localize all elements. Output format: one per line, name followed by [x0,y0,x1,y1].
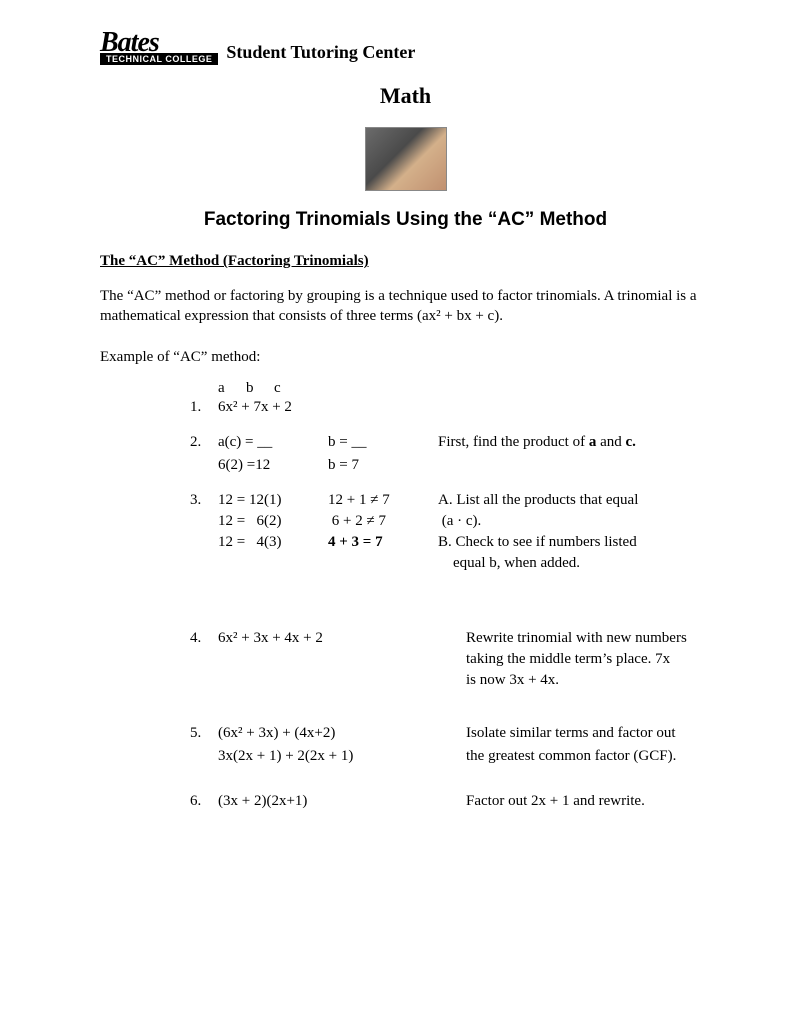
bates-logo: Bates TECHNICAL COLLEGE [100,30,218,65]
calculator-image [365,127,447,191]
example-label: Example of “AC” method: [100,349,711,366]
step-4-expr: 6x² + 3x + 4x + 2 [218,630,466,693]
header-title: Student Tutoring Center [226,42,415,63]
step-3-r3b: 4 + 3 = 7 [328,534,438,551]
step-6-num: 6. [190,793,218,810]
step-2-ac: a(c) = __ [218,434,328,451]
step-3-r2a: 12 = 6(2) [218,513,328,530]
math-title: Math [100,83,711,109]
step-3-r1a: 12 = 12(1) [218,492,328,509]
step-2-expl: First, find the product of a and c. [438,434,711,451]
label-c: c [274,380,302,397]
label-b: b [246,380,274,397]
logo-bottom-text: TECHNICAL COLLEGE [100,53,218,65]
step-3-r3a: 12 = 4(3) [218,534,328,551]
step-5: 5. (6x² + 3x) + (4x+2) Isolate similar t… [100,725,711,765]
step-5-r1a: (6x² + 3x) + (4x+2) [218,725,466,742]
intro-paragraph: The “AC” method or factoring by grouping… [100,286,711,327]
step-3: 3. 12 = 12(1) 12 + 1 ≠ 7 A. List all the… [100,492,711,572]
step-5-r2e: the greatest common factor (GCF). [466,748,711,765]
main-title: Factoring Trinomials Using the “AC” Meth… [100,209,711,231]
step-1: 1. 6x² + 7x + 2 [100,399,711,416]
step-2-ac-val: 6(2) =12 [218,457,328,474]
step-5-r1e: Isolate similar terms and factor out [466,725,711,742]
label-a: a [218,380,246,397]
page-header: Bates TECHNICAL COLLEGE Student Tutoring… [100,30,711,65]
step-4-expl: Rewrite trinomial with new numbers takin… [466,630,711,693]
step-6-expr: (3x + 2)(2x+1) [218,793,466,810]
step-3-num: 3. [190,492,218,509]
step-2: 2. a(c) = __ b = __ First, find the prod… [100,434,711,474]
step-3-r1e: A. List all the products that equal [438,492,711,509]
step-1-num: 1. [190,399,218,416]
step-2-b-val: b = 7 [328,457,438,474]
abc-labels: a b c [100,380,711,397]
step-2-b: b = __ [328,434,438,451]
section-heading: The “AC” Method (Factoring Trinomials) [100,253,711,270]
step-3-r3e: B. Check to see if numbers listed [438,534,711,551]
steps-container: a b c 1. 6x² + 7x + 2 2. a(c) = __ b = _… [100,380,711,810]
step-6-expl: Factor out 2x + 1 and rewrite. [466,793,711,810]
step-4: 4. 6x² + 3x + 4x + 2 Rewrite trinomial w… [100,630,711,693]
step-3-r4e: equal b, when added. [438,555,711,572]
logo-top-text: Bates [100,30,218,55]
step-5-r2a: 3x(2x + 1) + 2(2x + 1) [218,748,466,765]
step-3-r1b: 12 + 1 ≠ 7 [328,492,438,509]
step-2-num: 2. [190,434,218,451]
step-6: 6. (3x + 2)(2x+1) Factor out 2x + 1 and … [100,793,711,810]
step-3-r2b: 6 + 2 ≠ 7 [328,513,438,530]
step-3-r2e: (a · c). [438,513,711,530]
step-5-num: 5. [190,725,218,742]
step-1-expr: 6x² + 7x + 2 [218,399,292,416]
step-4-num: 4. [190,630,218,693]
